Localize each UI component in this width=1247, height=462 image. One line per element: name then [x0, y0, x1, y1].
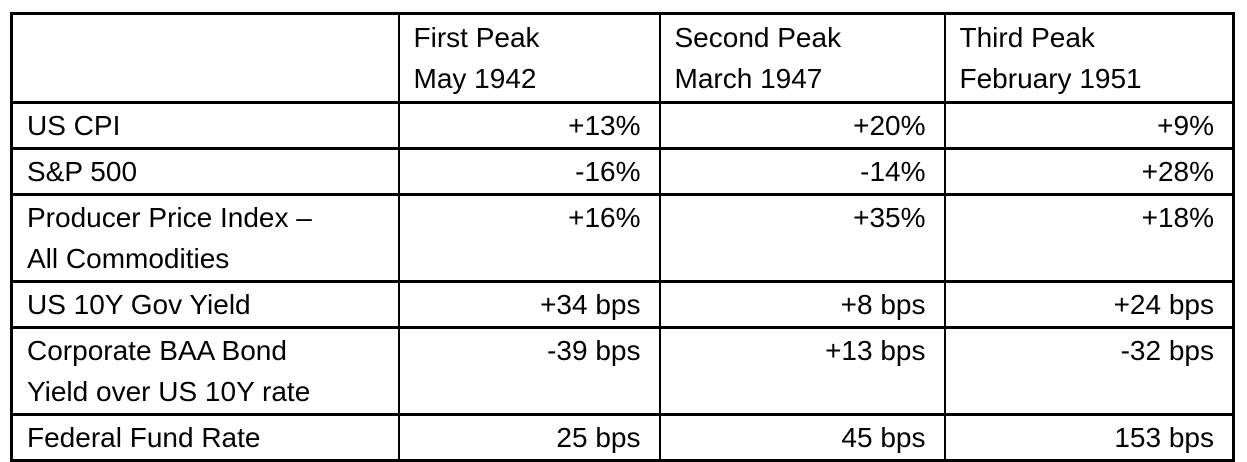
- column-header-third-peak: Third Peak February 1951: [943, 12, 1235, 104]
- us-cpi-third-peak-value: +9%: [943, 101, 1235, 150]
- us10y-third-peak-value: +24 bps: [943, 280, 1235, 329]
- third-peak-date: February 1951: [959, 63, 1142, 94]
- row-label-us-10y-gov-yield: US 10Y Gov Yield: [10, 280, 400, 329]
- column-header-first-peak: First Peak May 1942: [397, 12, 661, 104]
- header-row: First Peak May 1942 Second Peak March 19…: [10, 12, 1235, 104]
- table-row-federal-fund-rate: Federal Fund Rate 25 bps 45 bps 153 bps: [10, 413, 1235, 462]
- table-row-us-10y-gov-yield: US 10Y Gov Yield +34 bps +8 bps +24 bps: [10, 280, 1235, 329]
- table-row-sp500: S&P 500 -16% -14% +28%: [10, 147, 1235, 196]
- first-peak-date: May 1942: [413, 63, 537, 94]
- corner-cell: [10, 12, 400, 104]
- ppi-first-peak-value: +16%: [397, 193, 661, 283]
- row-label-us-cpi: US CPI: [10, 101, 400, 150]
- ffr-third-peak-value: 153 bps: [943, 413, 1235, 462]
- row-label-federal-fund-rate: Federal Fund Rate: [10, 413, 400, 462]
- baa-second-peak-value: +13 bps: [658, 326, 946, 416]
- ppi-third-peak-value: +18%: [943, 193, 1235, 283]
- first-peak-title: First Peak: [413, 22, 540, 53]
- second-peak-date: March 1947: [674, 63, 823, 94]
- baa-first-peak-value: -39 bps: [397, 326, 661, 416]
- table-row-producer-price-index: Producer Price Index – All Commodities +…: [10, 193, 1235, 283]
- row-label-sp500: S&P 500: [10, 147, 400, 196]
- ffr-first-peak-value: 25 bps: [397, 413, 661, 462]
- us-cpi-second-peak-value: +20%: [658, 101, 946, 150]
- baa-third-peak-value: -32 bps: [943, 326, 1235, 416]
- table-row-us-cpi: US CPI +13% +20% +9%: [10, 101, 1235, 150]
- table-row-corporate-baa-spread: Corporate BAA Bond Yield over US 10Y rat…: [10, 326, 1235, 416]
- row-label-producer-price-index: Producer Price Index – All Commodities: [10, 193, 400, 283]
- column-header-second-peak: Second Peak March 1947: [658, 12, 946, 104]
- third-peak-title: Third Peak: [959, 22, 1095, 53]
- second-peak-title: Second Peak: [674, 22, 842, 53]
- ffr-second-peak-value: 45 bps: [658, 413, 946, 462]
- us10y-first-peak-value: +34 bps: [397, 280, 661, 329]
- row-label-corporate-baa-spread: Corporate BAA Bond Yield over US 10Y rat…: [10, 326, 400, 416]
- sp500-second-peak-value: -14%: [658, 147, 946, 196]
- ppi-second-peak-value: +35%: [658, 193, 946, 283]
- us-cpi-first-peak-value: +13%: [397, 101, 661, 150]
- us10y-second-peak-value: +8 bps: [658, 280, 946, 329]
- sp500-third-peak-value: +28%: [943, 147, 1235, 196]
- inflation-peaks-table: First Peak May 1942 Second Peak March 19…: [10, 12, 1235, 462]
- sp500-first-peak-value: -16%: [397, 147, 661, 196]
